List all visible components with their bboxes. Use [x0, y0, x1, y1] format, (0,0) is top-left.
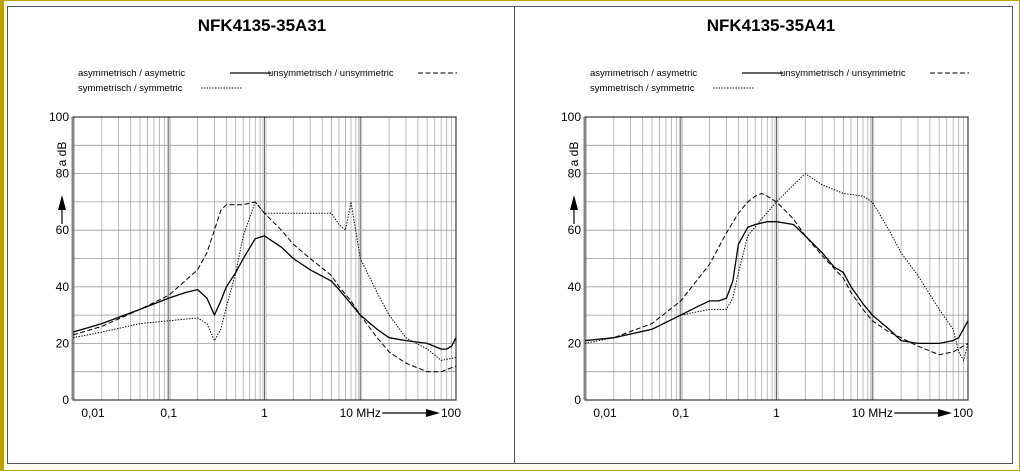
series-group — [72, 201, 457, 373]
grid — [71, 116, 456, 401]
legend-label: unsymmetrisch / unsymmetric — [268, 68, 394, 79]
legend-label: symmetrisch / symmetric — [78, 83, 183, 94]
y-tick-label: 100 — [561, 110, 581, 124]
y-tick-label: 0 — [574, 393, 581, 407]
legend-label: asymmetrisch / asymetric — [590, 68, 697, 79]
plot-frame — [72, 116, 457, 401]
plot-frame — [584, 116, 969, 401]
y-axis-arrowhead — [570, 195, 578, 210]
y-tick-label: 20 — [56, 336, 70, 350]
chart-panel-left: NFK4135-35A31 asymmetrisch / asymetric uns… — [49, 16, 461, 420]
y-tick-label: 80 — [56, 167, 70, 181]
series-line-dotted — [584, 173, 969, 361]
x-tick-label: 100 — [953, 406, 973, 420]
chart-title: NFK4135-35A31 — [198, 16, 327, 35]
y-axis-arrowhead — [58, 195, 66, 210]
y-axis-label: a dB — [55, 142, 69, 167]
y-tick-label: 100 — [49, 110, 69, 124]
chart-panel-right: NFK4135-35A41 asymmetrisch / asymetric uns… — [561, 16, 973, 420]
legend: asymmetrisch / asymetric unsymmetrisch / … — [78, 68, 457, 94]
inner-frame — [7, 6, 1013, 464]
legend-label: unsymmetrisch / unsymmetric — [780, 68, 906, 79]
chart-title: NFK4135-35A41 — [707, 16, 836, 35]
y-tick-label: 60 — [56, 223, 70, 237]
legend: asymmetrisch / asymetric unsymmetrisch / … — [590, 68, 969, 94]
x-tick-label: 1 — [261, 406, 268, 420]
panel-divider — [514, 6, 515, 464]
y-tick-label: 80 — [568, 167, 582, 181]
y-tick-label: 40 — [56, 280, 70, 294]
x-tick-label: 0,01 — [593, 406, 617, 420]
series-line-dashed — [584, 192, 969, 356]
y-axis-label: a dB — [567, 142, 581, 167]
x-tick-label: 0,1 — [672, 406, 689, 420]
legend-label: symmetrisch / symmetric — [590, 83, 695, 94]
x-axis-arrowhead — [938, 409, 952, 417]
legend-label: asymmetrisch / asymetric — [78, 68, 185, 79]
series-line-solid — [72, 235, 457, 350]
y-tick-label: 40 — [568, 280, 582, 294]
x-axis-arrowhead — [426, 409, 440, 417]
series-line-dashed — [72, 201, 457, 373]
grid — [583, 116, 968, 401]
x-tick-label: 1 — [773, 406, 780, 420]
y-tick-label: 20 — [568, 336, 582, 350]
x-tick-label: 0,1 — [160, 406, 177, 420]
x-tick-label: 100 — [441, 406, 461, 420]
x-tick-label: 10 MHz — [340, 406, 381, 420]
y-tick-label: 60 — [568, 223, 582, 237]
x-tick-label: 0,01 — [81, 406, 105, 420]
series-group — [584, 173, 969, 361]
x-tick-label: 10 MHz — [852, 406, 893, 420]
series-line-dotted — [72, 201, 457, 361]
series-line-solid — [584, 221, 969, 345]
y-tick-label: 0 — [62, 393, 69, 407]
